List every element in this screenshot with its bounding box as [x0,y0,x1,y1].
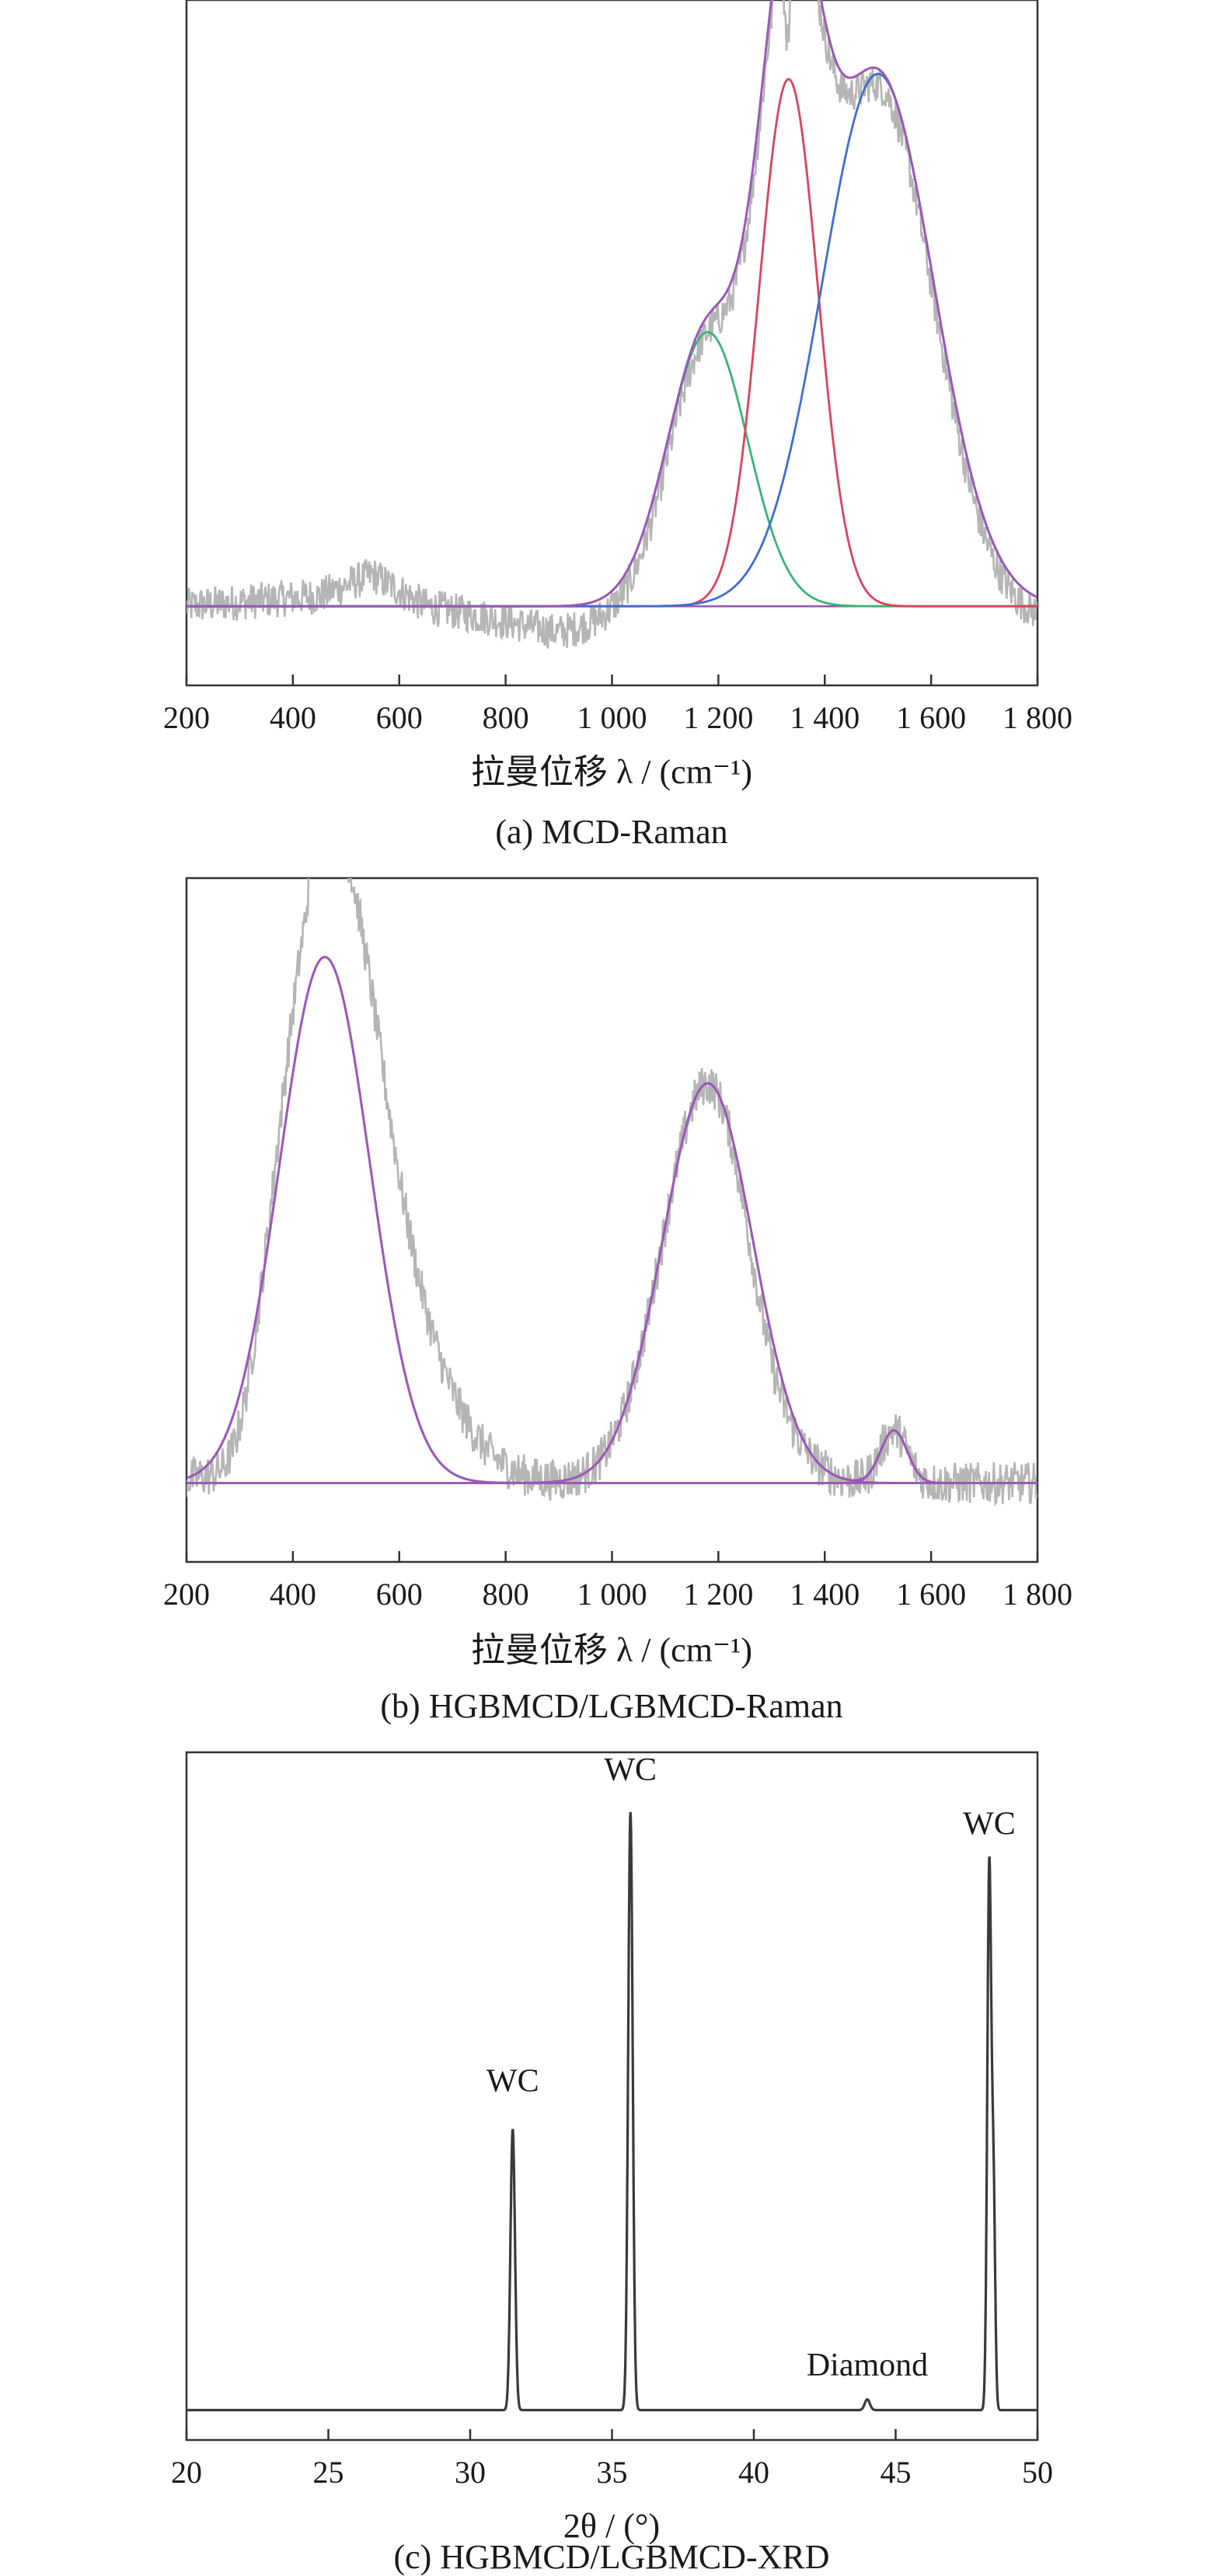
x-ticks: 20 25 30 35 40 45 50 [171,2429,1053,2490]
x-tick-label: 600 [376,700,423,735]
peak-annotation: WC [963,1806,1016,1842]
chart-marks [187,878,1037,1508]
x-tick-label: 1 400 [790,1577,860,1612]
chart-caption: (a) MCD-Raman [495,813,727,851]
x-ticks: 200 400 600 800 1 000 1 200 1 400 1 600 1 800 [163,675,1072,735]
chart-marks [187,1811,1037,2412]
raw-spectrum-line [187,878,1037,1508]
x-tick-label: 1 800 [1003,1577,1072,1612]
x-tick-label: 50 [1022,2455,1053,2490]
x-tick-label: 1 600 [896,1577,966,1612]
xrd-chart-c: 20 25 30 35 40 45 50 2θ / (°) (c) HGBMCD/LGBMC… [171,1751,1053,2576]
peak-annotation: WC [604,1752,657,1788]
plot-frame [185,1751,1039,2442]
x-tick-label: 1 200 [683,700,753,735]
x-tick-label: 45 [881,2455,912,2490]
chart-caption: (c) HGBMCD/LGBMCD-XRD [394,2538,830,2576]
x-tick-label: 200 [163,1577,210,1612]
x-tick-label: 1 000 [577,1577,647,1612]
chart-panel-a: 200 400 600 800 1 000 1 200 1 400 1 600 1 800 拉曼… [0,0,1224,863]
raman-chart-b: 200 400 600 800 1 000 1 200 1 400 1 600 1 800 拉曼… [163,877,1072,1725]
xrd-trace-line [187,1811,1037,2412]
x-tick-label: 35 [597,2455,628,2490]
x-tick-label: 800 [483,1577,529,1612]
x-tick-label: 1 800 [1003,700,1072,735]
x-tick-label: 1 400 [790,700,860,735]
x-tick-label: 1 000 [577,700,647,735]
x-axis-label: 2θ / (°) [563,2507,660,2545]
x-tick-label: 20 [171,2455,202,2490]
x-tick-label: 25 [313,2455,344,2490]
chart-panel-b: 200 400 600 800 1 000 1 200 1 400 1 600 1 800 拉曼… [0,863,1224,1729]
peak-annotation: Diamond [807,2348,928,2383]
x-tick-label: 400 [270,700,316,735]
x-axis-label: 拉曼位移 λ / (cm⁻¹) [471,753,752,791]
plot-frame [185,0,1039,687]
x-tick-label: 1 600 [896,700,966,735]
x-tick-label: 600 [376,1577,423,1612]
peak-annotation: WC [486,2063,539,2099]
x-ticks: 200 400 600 800 1 000 1 200 1 400 1 600 1 800 [163,1551,1072,1612]
x-tick-label: 200 [163,700,210,735]
x-tick-label: 400 [270,1577,316,1612]
x-tick-label: 40 [738,2455,769,2490]
x-tick-label: 1 200 [683,1577,753,1612]
x-axis-label: 拉曼位移 λ / (cm⁻¹) [471,1631,752,1669]
chart-marks [187,0,1037,649]
raman-chart-a: 200 400 600 800 1 000 1 200 1 400 1 600 1 800 拉曼… [163,0,1072,851]
fit-sum-line [187,0,1037,608]
raw-spectrum-line [187,0,1037,649]
chart-panel-c: 20 25 30 35 40 45 50 2θ / (°) (c) HGBMCD/LGBMC… [0,1729,1224,2576]
x-tick-label: 800 [483,700,529,735]
fit-component-line [187,331,1037,608]
fit-sum-line [187,956,1037,1484]
chart-caption: (b) HGBMCD/LGBMCD-Raman [380,1687,842,1725]
fit-component-line [187,956,1037,1484]
x-tick-label: 30 [455,2455,486,2490]
